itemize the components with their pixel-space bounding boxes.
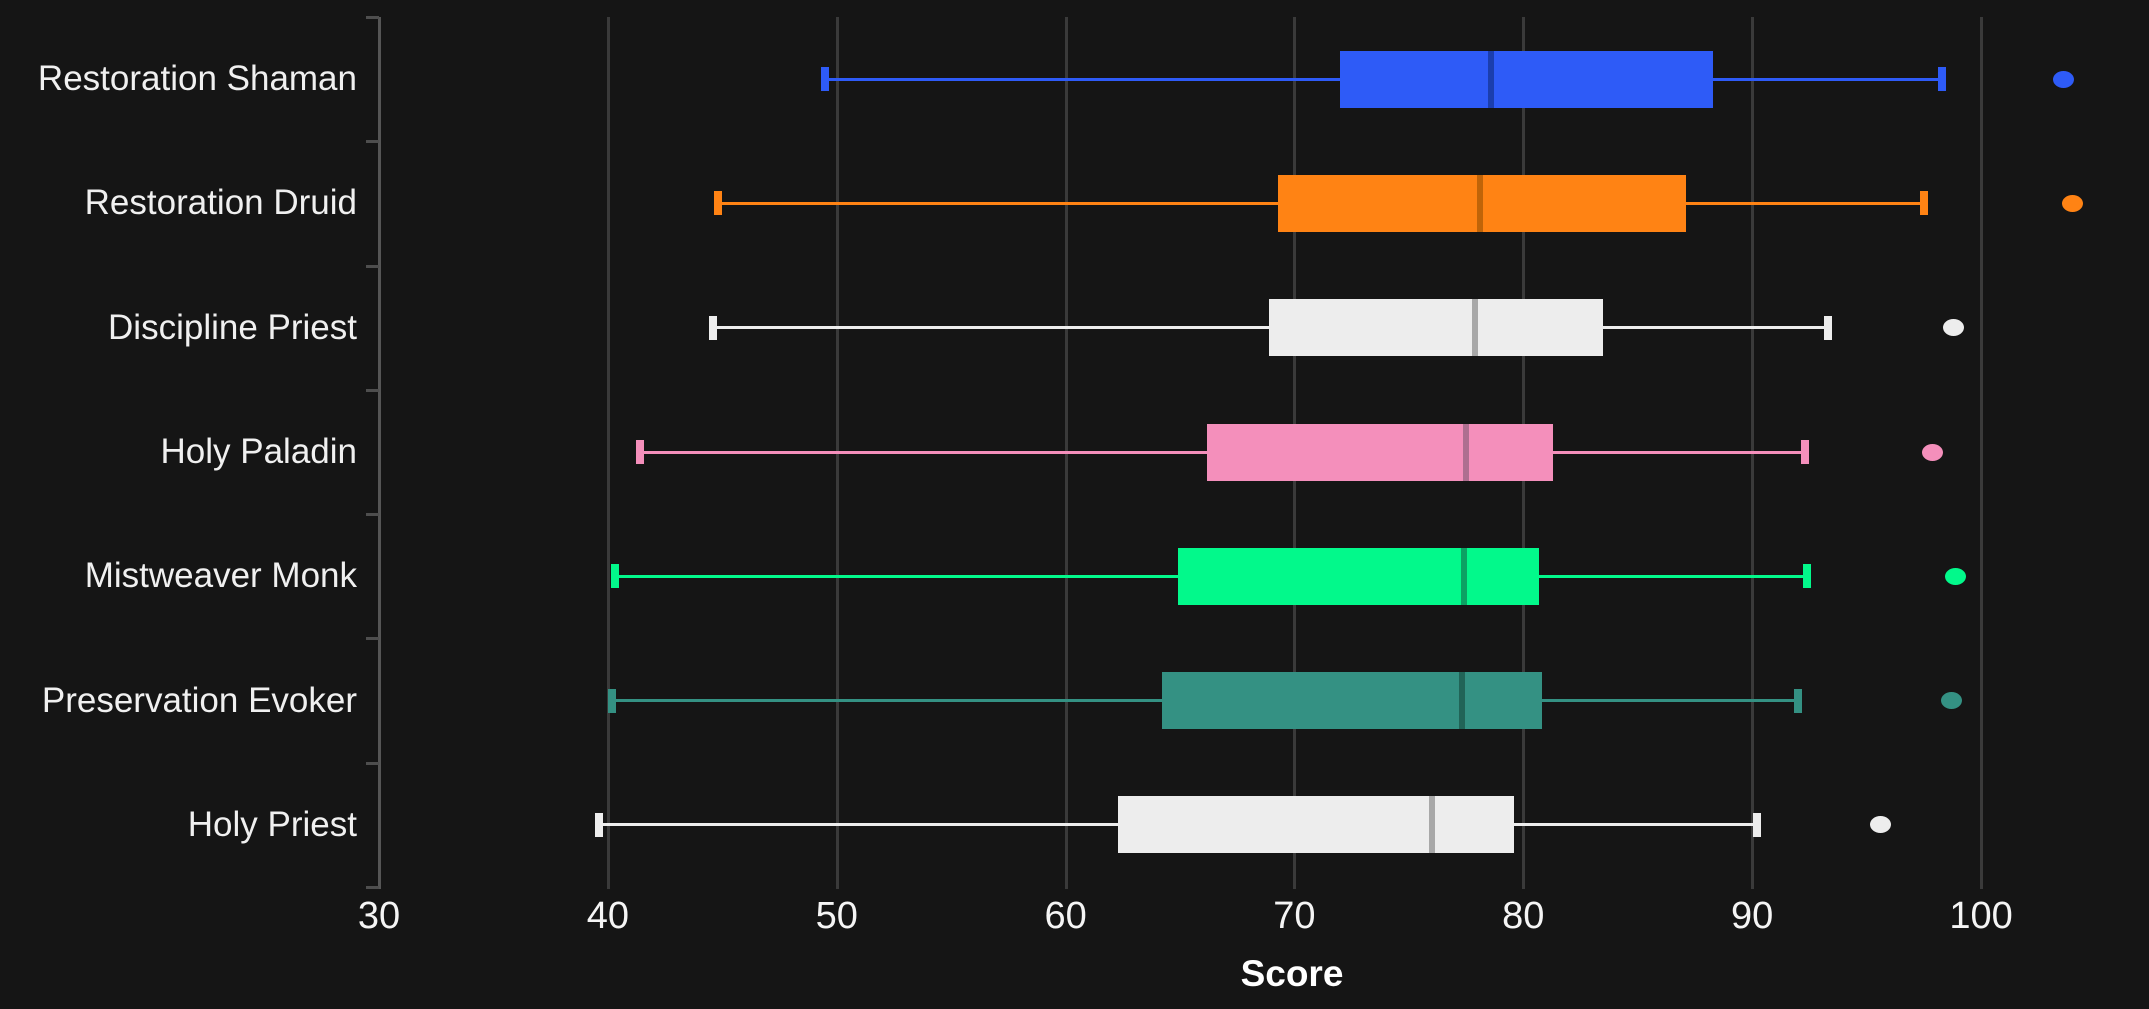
- whisker-cap-high-holy-priest: [1752, 812, 1761, 837]
- whisker-cap-low-preservation-evoker: [608, 688, 617, 713]
- whisker-cap-low-restoration-druid: [713, 191, 722, 216]
- outlier-holy-priest: [1869, 816, 1891, 834]
- median-mistweaver-monk: [1460, 547, 1467, 605]
- y-axis-tick: [366, 513, 379, 517]
- category-label-restoration-druid: Restoration Druid: [84, 183, 357, 223]
- x-tick-label-50: 50: [815, 895, 858, 937]
- median-holy-paladin: [1463, 423, 1470, 481]
- box-mistweaver-monk: [1177, 547, 1540, 605]
- whisker-cap-low-holy-paladin: [635, 440, 644, 464]
- category-label-holy-priest: Holy Priest: [187, 804, 357, 844]
- box-restoration-shaman: [1340, 50, 1714, 108]
- whisker-cap-high-mistweaver-monk: [1803, 564, 1812, 589]
- x-axis-title: Score: [1240, 953, 1344, 994]
- outlier-holy-paladin: [1922, 443, 1944, 461]
- y-axis-line: [378, 17, 381, 889]
- category-label-discipline-priest: Discipline Priest: [108, 307, 357, 347]
- y-axis-tick: [366, 886, 379, 889]
- y-axis-tick: [366, 140, 379, 144]
- outlier-discipline-priest: [1943, 319, 1965, 337]
- whisker-cap-low-restoration-shaman: [821, 67, 830, 92]
- outlier-restoration-druid: [2062, 194, 2084, 212]
- median-restoration-shaman: [1488, 50, 1495, 108]
- box-discipline-priest: [1269, 299, 1604, 357]
- x-tick-label-90: 90: [1731, 895, 1774, 937]
- median-holy-priest: [1428, 796, 1435, 854]
- box-holy-priest: [1118, 796, 1515, 854]
- median-discipline-priest: [1472, 299, 1479, 357]
- whisker-cap-high-preservation-evoker: [1793, 688, 1802, 713]
- category-label-holy-paladin: Holy Paladin: [160, 432, 358, 471]
- outlier-mistweaver-monk: [1945, 567, 1967, 585]
- x-tick-label-30: 30: [357, 895, 401, 937]
- outlier-preservation-evoker: [1940, 692, 1962, 710]
- whisker-cap-high-discipline-priest: [1823, 315, 1832, 340]
- box-holy-paladin: [1207, 423, 1554, 481]
- y-axis-tick: [366, 388, 379, 392]
- whisker-cap-high-restoration-druid: [1919, 191, 1928, 216]
- whisker-cap-high-restoration-shaman: [1938, 67, 1947, 92]
- x-tick-label-40: 40: [586, 895, 629, 937]
- x-tick-label-100: 100: [1949, 895, 2013, 937]
- whisker-cap-low-mistweaver-monk: [610, 564, 619, 589]
- median-preservation-evoker: [1458, 672, 1465, 730]
- whisker-cap-low-discipline-priest: [709, 315, 718, 340]
- y-axis-tick: [366, 637, 379, 641]
- category-label-mistweaver-monk: Mistweaver Monk: [84, 556, 357, 596]
- y-axis-tick: [366, 761, 379, 765]
- whisker-cap-high-holy-paladin: [1800, 440, 1809, 464]
- x-tick-label-80: 80: [1502, 895, 1545, 937]
- x-tick-label-60: 60: [1044, 895, 1087, 937]
- category-label-preservation-evoker: Preservation Evoker: [41, 680, 357, 720]
- median-restoration-druid: [1476, 174, 1483, 232]
- outlier-restoration-shaman: [2052, 70, 2074, 88]
- whisker-cap-low-holy-priest: [594, 812, 603, 837]
- x-tick-label-70: 70: [1273, 895, 1316, 937]
- y-axis-tick: [366, 264, 379, 268]
- box-preservation-evoker: [1161, 672, 1542, 730]
- gridline-40: [606, 17, 610, 889]
- category-label-restoration-shaman: Restoration Shaman: [37, 59, 357, 99]
- gridline-100: [1980, 17, 1984, 889]
- y-axis-tick: [366, 16, 379, 19]
